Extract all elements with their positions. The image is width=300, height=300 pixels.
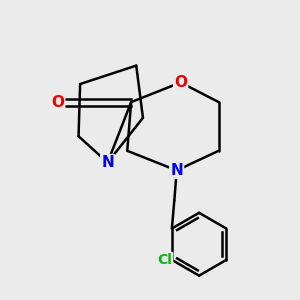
Text: O: O xyxy=(174,75,187,90)
Text: N: N xyxy=(170,163,183,178)
Text: O: O xyxy=(51,94,64,110)
Text: N: N xyxy=(101,155,114,170)
Text: Cl: Cl xyxy=(158,253,172,267)
